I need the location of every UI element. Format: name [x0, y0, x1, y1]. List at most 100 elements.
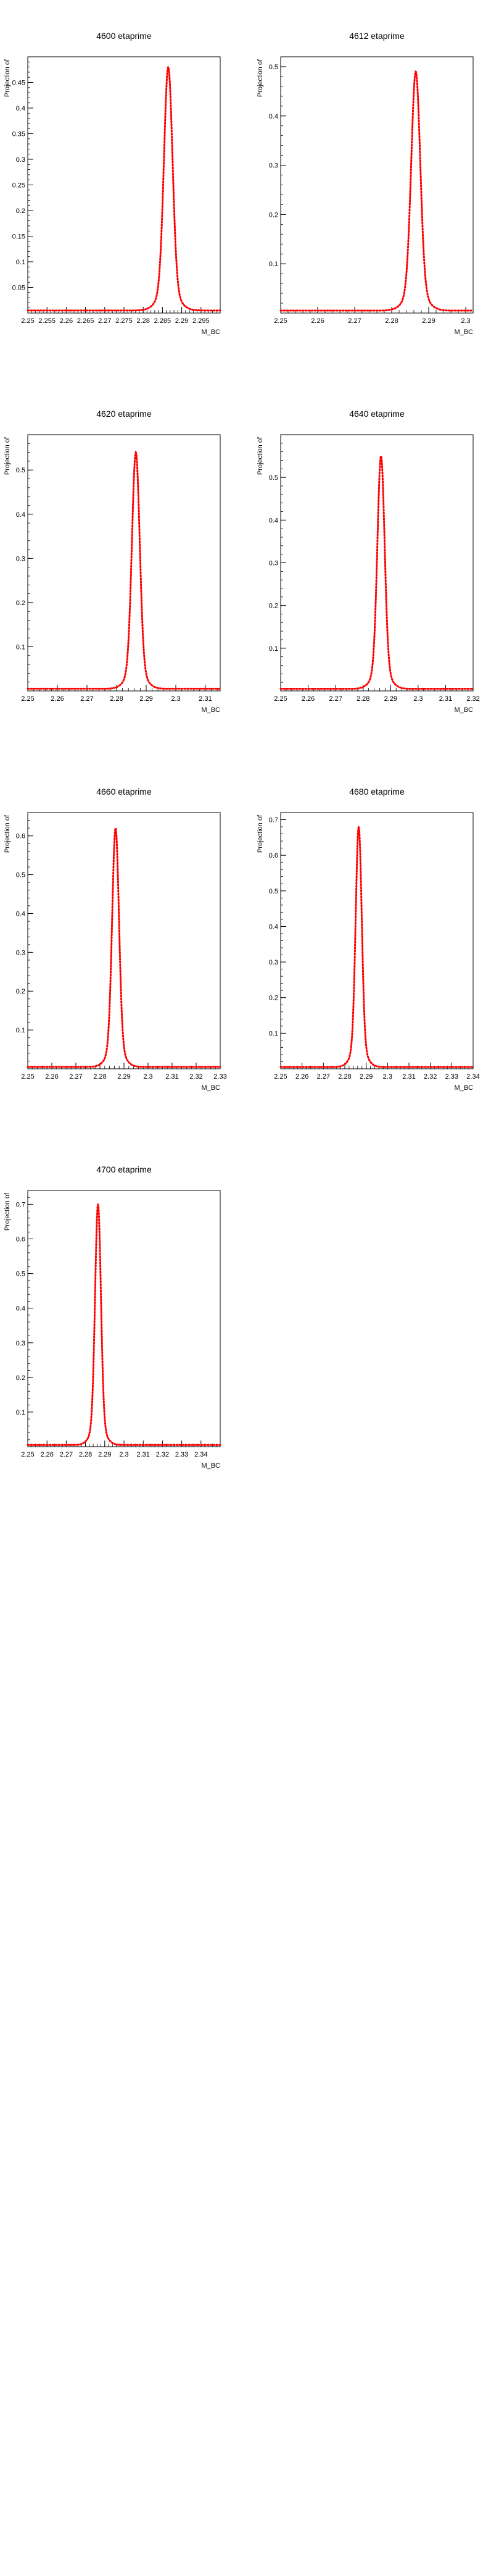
x-axis-label: M_BC — [454, 328, 473, 336]
x-axis-label: M_BC — [201, 328, 220, 336]
y-tick-label: 0.5 — [269, 64, 278, 71]
y-tick-label: 0.3 — [269, 560, 278, 567]
y-tick-label: 0.1 — [16, 1409, 25, 1416]
y-tick-label: 0.1 — [269, 261, 278, 268]
x-tick-label: 2.29 — [384, 695, 397, 703]
fit-curve-fit — [27, 450, 221, 690]
fit-curve-fit — [279, 70, 474, 312]
x-tick-label: 2.26 — [295, 1073, 308, 1081]
x-tick-label: 2.29 — [360, 1073, 373, 1081]
x-tick-label: 2.27 — [69, 1073, 82, 1081]
x-tick-label: 2.28 — [338, 1073, 351, 1081]
y-tick-label: 0.2 — [16, 600, 25, 607]
chart-panel-4: 4660 etaprime 2.25 2.26 2.27 2.28 2.29 2.3 2.31… — [4, 787, 227, 1092]
plot-frame — [27, 1190, 221, 1447]
x-tick-label: 2.26 — [51, 695, 64, 703]
chart-title: 4700 etaprime — [96, 1165, 152, 1174]
x-tick-label: 2.25 — [21, 695, 34, 703]
x-tick-label: 2.33 — [445, 1073, 458, 1081]
x-axis-label: M_BC — [201, 1084, 220, 1092]
y-tick-label: 0.05 — [12, 285, 25, 292]
x-tick-label: 2.31 — [136, 1451, 149, 1458]
chart-title: 4640 etaprime — [349, 409, 405, 419]
x-tick-label: 2.25 — [274, 1073, 287, 1081]
x-tick-label: 2.32 — [424, 1073, 437, 1081]
y-tick-label: 0.2 — [16, 1374, 25, 1382]
y-tick-label: 0.2 — [269, 603, 278, 610]
y-tick-label: 0.3 — [269, 959, 278, 966]
y-tick-label: 0.4 — [16, 105, 25, 112]
chart-panel-0: 4600 etaprime 2.25 2.255 2.26 2.265 2.27 2.275… — [4, 31, 221, 336]
y-tick-label: 0.4 — [16, 511, 25, 519]
y-tick-label: 0.6 — [269, 852, 278, 859]
y-tick-label: 0.3 — [16, 555, 25, 562]
x-tick-label: 2.31 — [199, 695, 212, 703]
x-tick-label: 2.28 — [110, 695, 123, 703]
x-tick-label: 2.33 — [213, 1073, 226, 1081]
x-tick-label: 2.32 — [189, 1073, 202, 1081]
y-tick-label: 0.45 — [12, 80, 25, 87]
x-tick-label: 2.28 — [136, 317, 149, 325]
y-tick-label: 0.1 — [269, 645, 278, 653]
y-tick-label: 0.4 — [269, 517, 278, 524]
x-tick-label: 2.295 — [192, 317, 210, 325]
chart-panel-3: 4640 etaprime 2.25 2.26 2.27 2.28 2.29 2.3 2.31… — [257, 409, 480, 714]
y-tick-label: 0.5 — [269, 888, 278, 895]
x-tick-label: 2.27 — [80, 695, 93, 703]
x-tick-label: 2.29 — [175, 317, 188, 325]
fit-curve-fit — [27, 826, 221, 1068]
x-tick-label: 2.285 — [154, 317, 171, 325]
x-tick-label: 2.25 — [21, 1073, 34, 1081]
y-tick-label: 0.15 — [12, 233, 25, 241]
y-axis-label: Projection of — [257, 59, 264, 97]
x-tick-label: 2.275 — [115, 317, 133, 325]
x-tick-label: 2.34 — [194, 1451, 207, 1458]
y-axis-label: Projection of — [4, 814, 11, 853]
x-axis-label: M_BC — [454, 706, 473, 714]
x-tick-label: 2.265 — [77, 317, 94, 325]
y-tick-label: 0.25 — [12, 182, 25, 190]
y-tick-label: 0.35 — [12, 131, 25, 138]
y-tick-label: 0.7 — [16, 1201, 25, 1208]
fit-curve-fit — [27, 1203, 221, 1446]
x-tick-label: 2.33 — [175, 1451, 188, 1458]
y-tick-label: 0.6 — [16, 833, 25, 840]
y-tick-label: 0.4 — [16, 1305, 25, 1313]
y-tick-label: 0.2 — [269, 211, 278, 219]
x-tick-label: 2.28 — [79, 1451, 92, 1458]
x-tick-label: 2.28 — [93, 1073, 106, 1081]
chart-title: 4660 etaprime — [96, 787, 152, 797]
plot-frame — [280, 56, 474, 314]
plot-frame — [27, 56, 221, 314]
y-tick-label: 0.2 — [16, 988, 25, 995]
y-tick-label: 0.4 — [269, 113, 278, 120]
x-tick-label: 2.3 — [171, 695, 180, 703]
chart-title: 4680 etaprime — [349, 787, 405, 797]
x-tick-label: 2.31 — [165, 1073, 178, 1081]
y-axis-label: Projection of — [4, 437, 11, 475]
x-tick-label: 2.29 — [139, 695, 152, 703]
y-tick-label: 0.4 — [16, 910, 25, 918]
y-axis-label: Projection of — [4, 59, 11, 97]
y-tick-label: 0.5 — [16, 1271, 25, 1278]
fit-curve-fit — [279, 453, 474, 690]
chart-panel-1: 4612 etaprime 2.25 2.26 2.27 2.28 2.29 2.3 0.1 0… — [257, 31, 474, 336]
plot-frame — [280, 812, 474, 1069]
y-tick-label: 0.3 — [16, 156, 25, 164]
x-tick-label: 2.25 — [274, 317, 287, 325]
x-tick-label: 2.29 — [98, 1451, 111, 1458]
y-tick-label: 0.7 — [269, 817, 278, 824]
x-axis-label: M_BC — [454, 1084, 473, 1092]
y-tick-label: 0.3 — [269, 162, 278, 170]
fit-curve-fit — [279, 823, 474, 1068]
plot-frame — [27, 812, 221, 1069]
y-tick-label: 0.5 — [16, 467, 25, 474]
chart-title: 4600 etaprime — [96, 31, 152, 41]
x-tick-label: 2.28 — [357, 695, 369, 703]
y-tick-label: 0.2 — [269, 995, 278, 1002]
x-tick-label: 2.27 — [98, 317, 111, 325]
x-tick-label: 2.32 — [156, 1451, 169, 1458]
y-tick-label: 0.1 — [269, 1030, 278, 1037]
x-axis-label: M_BC — [201, 706, 220, 714]
